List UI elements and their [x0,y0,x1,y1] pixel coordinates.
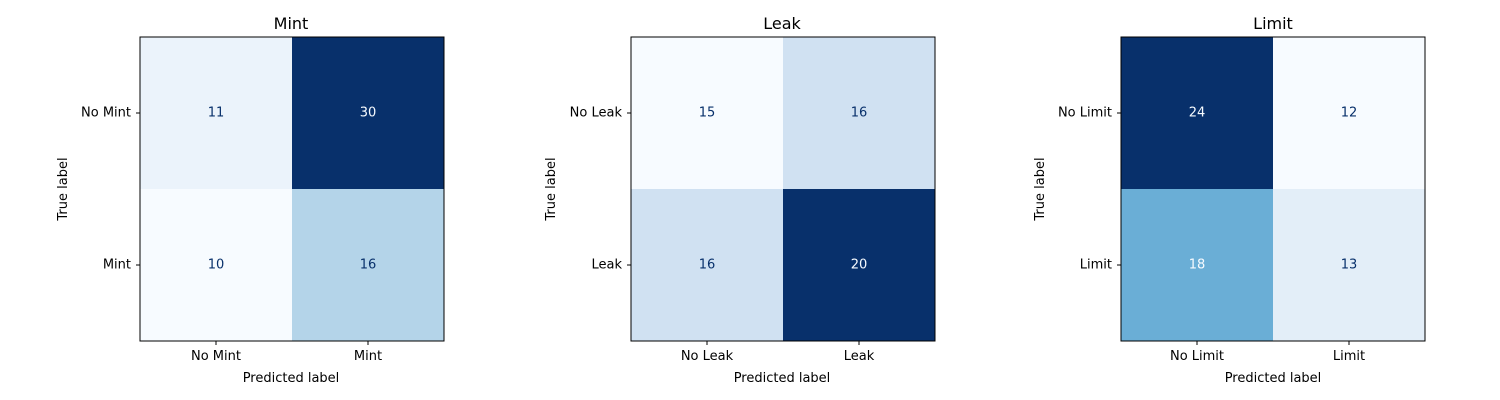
y-tick-label: Limit [1080,258,1112,273]
cell-value-0-1: 30 [360,106,377,121]
cell-value-1-1: 20 [851,258,868,273]
cell-value-1-0: 16 [699,258,716,273]
panel-title: Mint [274,14,309,33]
cell-0-1 [292,37,444,189]
panel-mint: Mint 11 30 10 16 No Mint Mint No Mint Mi… [56,14,445,386]
cell-value-0-0: 15 [699,106,716,121]
cell-0-1 [1273,37,1425,189]
axes-frame [630,36,936,342]
x-tick-label: No Limit [1170,349,1224,364]
cell-value-1-0: 18 [1189,258,1206,273]
cell-0-0 [140,37,292,189]
x-tick-label: Limit [1333,349,1365,364]
panel-limit: Limit 24 12 18 13 No Limit Limit No Limi… [1033,14,1426,386]
cell-value-0-0: 11 [208,106,225,121]
cell-value-0-1: 16 [851,106,868,121]
cell-value-1-1: 13 [1341,258,1358,273]
cell-1-0 [631,189,783,341]
cell-1-1 [783,189,935,341]
y-axis-label: True label [1033,157,1048,221]
x-axis-label: Predicted label [1225,371,1322,386]
x-tick-label: No Leak [681,349,734,364]
cell-0-0 [1121,37,1273,189]
cell-1-1 [292,189,444,341]
y-axis-label: True label [544,157,559,221]
cell-value-0-1: 12 [1341,106,1358,121]
cell-value-1-1: 16 [360,258,377,273]
cell-value-1-0: 10 [208,258,225,273]
y-axis-label: True label [56,157,71,221]
y-tick-label: Mint [103,258,131,273]
panel-title: Leak [763,14,801,33]
x-tick-label: Leak [844,349,875,364]
y-tick-label: Leak [591,258,622,273]
y-tick-label: No Leak [570,106,623,121]
y-tick-label: No Mint [81,106,131,121]
cell-0-0 [631,37,783,189]
cell-value-0-0: 24 [1189,106,1206,121]
cell-1-1 [1273,189,1425,341]
x-axis-label: Predicted label [734,371,831,386]
axes-frame [139,36,445,342]
cell-1-0 [140,189,292,341]
x-tick-label: Mint [354,349,382,364]
panel-title: Limit [1253,14,1293,33]
x-axis-label: Predicted label [243,371,340,386]
panel-leak: Leak 15 16 16 20 No Leak Leak No Leak Le… [544,14,936,386]
cell-1-0 [1121,189,1273,341]
y-tick-label: No Limit [1058,106,1112,121]
axes-frame [1120,36,1426,342]
cell-0-1 [783,37,935,189]
x-tick-label: No Mint [191,349,241,364]
